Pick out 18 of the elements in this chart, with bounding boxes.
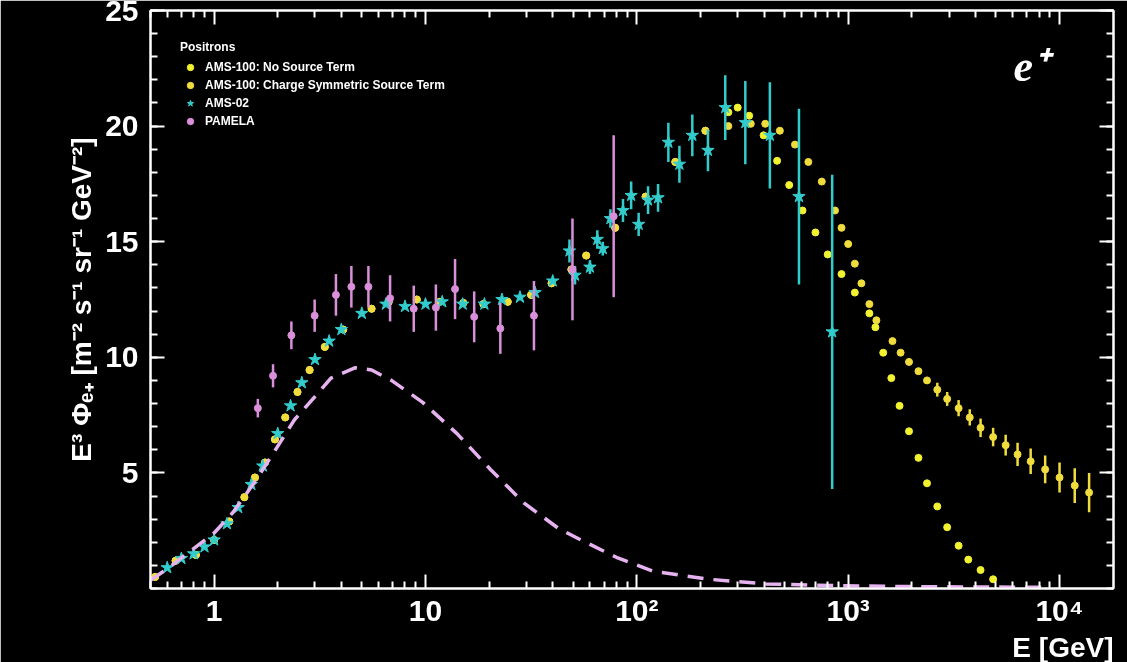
x-tick-label: 1: [205, 593, 223, 627]
x-tick-label: 10²: [615, 593, 659, 627]
legend-label: PAMELA: [205, 113, 255, 129]
legend-title: Positrons: [180, 40, 237, 54]
y-tick-label: 25: [105, 0, 139, 27]
x-tick-label: 10: [408, 593, 443, 627]
x-tick-label: 10³: [826, 593, 870, 627]
legend-label: AMS-100: Charge Symmetric Source Term: [205, 77, 445, 93]
legend-label: AMS-100: No Source Term: [205, 59, 355, 75]
x-axis-title: E [GeV]: [1012, 631, 1114, 662]
legend-label: AMS-02: [205, 95, 250, 111]
y-tick-label: 5: [121, 455, 139, 489]
annotation: e⁺: [1013, 41, 1056, 91]
x-tick-label: 10⁴: [1035, 593, 1084, 627]
y-tick-label: 15: [105, 224, 139, 258]
y-tick-label: 20: [105, 109, 139, 143]
y-tick-label: 10: [105, 340, 139, 374]
y-axis-title: E³ Φₑ₊ [m⁻² s⁻¹ sr⁻¹ GeV⁻²]: [66, 137, 98, 462]
